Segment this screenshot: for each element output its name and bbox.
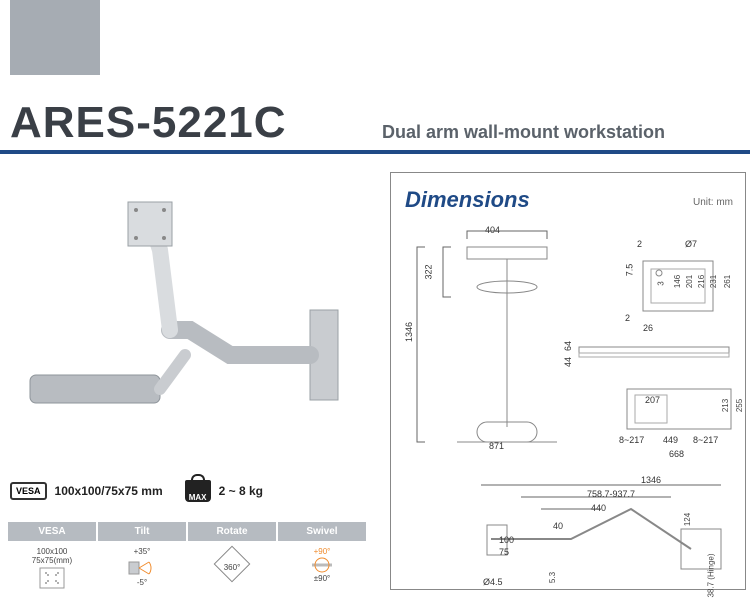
dim-label: 124 [683,513,692,526]
product-subtitle: Dual arm wall-mount workstation [382,122,665,143]
spec-tilt-value: +35° -5° [125,541,159,587]
dim-label: 322 [424,264,434,279]
dim-label: 146 [673,275,682,288]
dim-label: 231 [709,275,718,288]
dim-label: 758.7-937.7 [587,489,635,499]
vesa-value: 100x100/75x75 mm [55,484,163,498]
spec-col-header: Tilt [98,522,186,541]
spec-rotate-value: 360° [219,541,245,587]
spec-col-header: Swivel [278,522,366,541]
dim-label: 668 [669,449,684,459]
header-gray-block [10,0,100,75]
dim-label: 2 [637,239,642,249]
dim-label: 207 [645,395,660,405]
dimensions-title: Dimensions [405,187,530,213]
spec-line: VESA 100x100/75x75 mm MAX 2 ~ 8 kg [10,480,263,502]
max-weight-badge: MAX [185,480,211,502]
spec-col-header: Rotate [188,522,276,541]
dim-label: 64 [563,341,573,351]
dim-label: 5.3 [548,572,557,583]
dim-label: 1346 [641,475,661,485]
dim-label: 404 [485,225,500,235]
dim-label: 26 [643,323,653,333]
dim-label: 3 [657,281,666,285]
product-sku: ARES-5221C [10,98,287,148]
dim-label: 440 [591,503,606,513]
spec-table: VESA 100x100 75x75(mm) Tilt +35° -5° Rot… [8,522,366,587]
header-divider [0,150,750,154]
dim-label: 7.5 [624,264,634,277]
dim-label: 8~217 [619,435,644,445]
dim-label: 216 [697,275,706,288]
dimensions-unit: Unit: mm [693,197,733,208]
product-image [10,180,360,435]
vesa-badge: VESA [10,482,47,500]
dim-label: 255 [735,399,744,412]
dimension-drawing-side [569,339,739,369]
dim-label: 449 [663,435,678,445]
dim-label: 100 [499,535,514,545]
dim-label: 75 [499,547,509,557]
spec-swivel-value: +90° ±90° [308,541,336,587]
dim-label: 201 [685,275,694,288]
dim-label: 8~217 [693,435,718,445]
spec-vesa-value: 100x100 75x75(mm) [32,541,72,587]
dim-label: 44 [563,357,573,367]
dim-label: 2 [625,313,630,323]
dim-label: 40 [553,521,563,531]
dim-label: Ø4.5 [483,577,503,587]
dim-label: Ø7 [685,239,697,249]
dimensions-panel: Dimensions Unit: mm 404 322 1346 871 2 Ø… [390,172,746,590]
dim-label: 1346 [404,322,414,342]
dim-label: 213 [721,399,730,412]
weight-value: 2 ~ 8 kg [219,484,263,498]
dim-label: 871 [489,441,504,451]
dim-label: 261 [723,275,732,288]
dimension-drawing-top [407,227,607,447]
spec-col-header: VESA [8,522,96,541]
